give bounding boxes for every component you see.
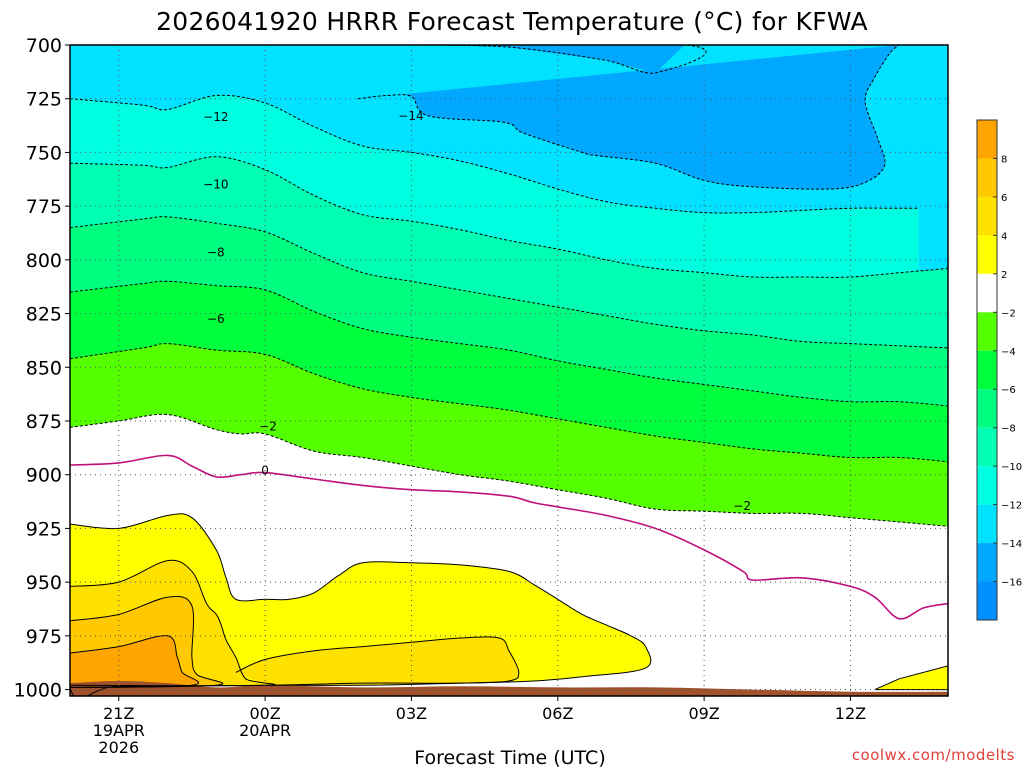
grid — [70, 45, 948, 696]
isotherm-p6 — [70, 595, 224, 688]
y-tick-label: 875 — [26, 411, 62, 433]
colorbar-label: 2 — [1001, 270, 1007, 281]
x-tick-label: 09Z — [688, 704, 719, 723]
fill-band-8 — [70, 635, 199, 688]
colorbar-label: −2 — [1001, 308, 1016, 319]
y-tick-label: 900 — [26, 465, 62, 487]
colorbar-segment — [977, 543, 997, 582]
colorbar-segment — [977, 350, 997, 390]
x-tick-label: 06Z — [542, 704, 573, 723]
fill-band-minus16-right — [357, 45, 900, 190]
colorbar-label: −10 — [1001, 462, 1022, 473]
colorbar-label: 6 — [1001, 193, 1007, 204]
colorbar-segment — [977, 427, 997, 467]
x-tick-label: 19APR — [93, 721, 145, 740]
y-tick-label: 825 — [26, 304, 62, 326]
plot-area: −12−14−10−8−6−20−2 — [70, 45, 948, 696]
contour-label: −8 — [207, 245, 225, 259]
isotherm-m14-left — [311, 45, 707, 74]
colorbar-label: 4 — [1001, 231, 1007, 242]
x-tick-label: 00Z — [249, 704, 280, 723]
isotherm-p2-right — [874, 665, 948, 691]
isotherm-m12 — [70, 94, 919, 214]
y-tick-label: 850 — [26, 357, 62, 379]
isotherm-zero — [70, 454, 948, 620]
colorbar-frame — [976, 119, 998, 621]
colorbar-segment — [977, 581, 997, 620]
y-tick-label: 750 — [26, 142, 62, 164]
x-tick-label: 03Z — [396, 704, 427, 723]
colorbar-segment — [977, 120, 997, 159]
colorbar-segment — [977, 466, 997, 505]
contour-label: −2 — [259, 419, 277, 433]
colorbar-segment — [977, 235, 997, 274]
plot-frame — [69, 44, 949, 697]
fill-band-minus16-left — [311, 45, 685, 73]
isotherm-m6 — [70, 280, 948, 407]
contour-lines — [70, 45, 948, 696]
colorbar-segment — [977, 196, 997, 236]
y-tick-label: 725 — [26, 89, 62, 111]
x-axis-label: Forecast Time (UTC) — [414, 747, 605, 768]
x-tick-label: 21Z — [103, 704, 134, 723]
colorbar-label: 8 — [1001, 154, 1007, 165]
colorbar-label: −16 — [1001, 578, 1022, 589]
colorbar-segment — [977, 504, 997, 544]
chart-title: 2026041920 HRRR Forecast Temperature (°C… — [156, 7, 868, 36]
isotherm-m8 — [70, 216, 948, 349]
colorbar-label: −8 — [1001, 424, 1016, 435]
isotherm-m2 — [70, 413, 948, 527]
contour-label: −10 — [203, 178, 228, 192]
contour-label: −6 — [207, 312, 225, 326]
isotherm-m10 — [70, 156, 948, 278]
y-tick-label: 1000 — [14, 680, 62, 702]
colorbar-label: −14 — [1001, 539, 1022, 550]
isotherm-p2 — [70, 513, 652, 696]
contour-fill: −12−14−10−8−6−20−2 — [70, 45, 948, 696]
contour-label: −12 — [203, 110, 228, 124]
colorbar-segment — [977, 312, 997, 351]
colorbar-label: −4 — [1001, 347, 1016, 358]
colorbar: 8 6 4 2 −2 −4 −6 −8 −10 −12 −14 −16 — [976, 119, 1022, 621]
fill-band-4-box — [235, 636, 519, 686]
colorbar-label: −6 — [1001, 385, 1016, 396]
y-tick-label: 775 — [26, 196, 62, 218]
y-tick-label: 925 — [26, 518, 62, 540]
colorbar-segment — [977, 273, 997, 313]
isotherm-m4 — [70, 343, 948, 463]
isotherm-p8 — [70, 635, 200, 688]
fill-band-2-right — [874, 665, 948, 690]
contour-label: −2 — [733, 499, 751, 513]
y-tick-label: 975 — [26, 626, 62, 648]
x-tick-label: 2026 — [98, 738, 139, 757]
axes: 700 725 750 775 800 825 850 875 900 925 950 975 1000… — [14, 35, 949, 757]
y-tick-label: 700 — [26, 35, 62, 57]
ground-surface — [70, 681, 948, 696]
isotherm-p4-box — [235, 636, 520, 686]
x-tick-label: 20APR — [239, 721, 291, 740]
x-tick-label: 12Z — [835, 704, 866, 723]
colorbar-segment — [977, 158, 997, 197]
isotherm-p4 — [70, 559, 276, 687]
watermark: coolwx.com/modelts — [852, 746, 1015, 764]
colorbar-label: −12 — [1001, 501, 1022, 512]
colorbar-segment — [977, 389, 997, 428]
y-tick-label: 950 — [26, 572, 62, 594]
y-tick-label: 800 — [26, 250, 62, 272]
